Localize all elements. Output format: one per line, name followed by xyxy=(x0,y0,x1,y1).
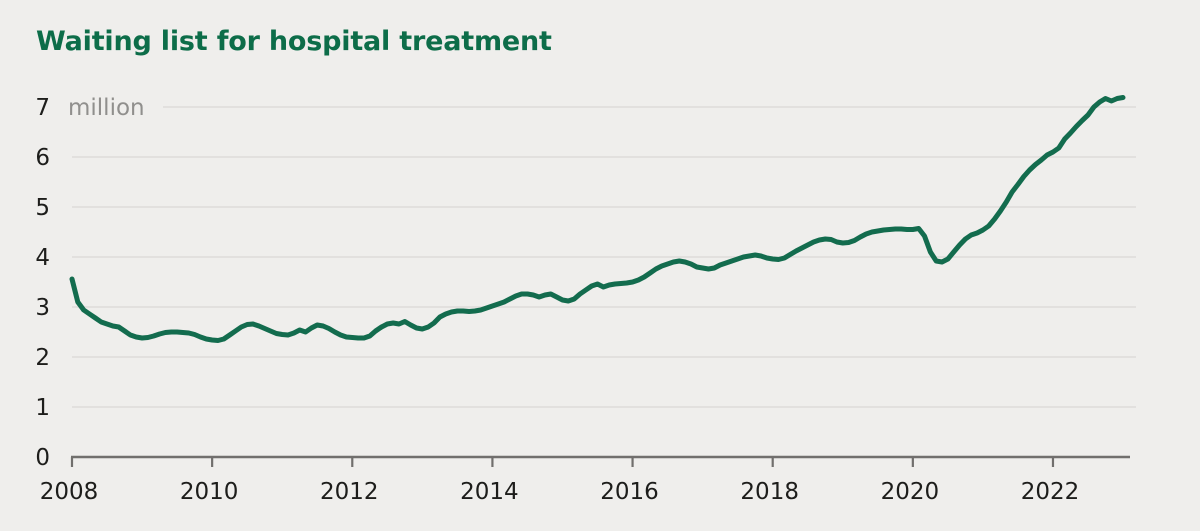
x-tick-label-2014: 2014 xyxy=(460,479,519,505)
x-tick-label-2008: 2008 xyxy=(40,479,99,505)
x-tick-label-2012: 2012 xyxy=(320,479,379,505)
x-tick-label-2018: 2018 xyxy=(740,479,799,505)
y-tick-label-5: 5 xyxy=(35,195,50,221)
x-tick-label-2020: 2020 xyxy=(881,479,940,505)
y-tick-label-7: 7 xyxy=(35,95,50,121)
x-tick-label-2022: 2022 xyxy=(1021,479,1080,505)
x-tick-label-2016: 2016 xyxy=(600,479,659,505)
y-tick-label-1: 1 xyxy=(35,395,50,421)
chart-title: Waiting list for hospital treatment xyxy=(36,26,552,57)
x-axis-labels: 2008 2010 2012 2014 2016 2018 2020 2022 xyxy=(40,479,1080,505)
y-tick-label-6: 6 xyxy=(35,145,50,171)
unit-label: million xyxy=(68,95,145,121)
waiting-list-series-line xyxy=(69,95,1126,343)
gridlines xyxy=(72,106,1136,408)
y-tick-label-3: 3 xyxy=(35,295,50,321)
x-tick-label-2010: 2010 xyxy=(180,479,239,505)
y-tick-label-4: 4 xyxy=(35,245,50,271)
x-axis xyxy=(70,455,1130,467)
y-axis-labels: 0 1 2 3 4 5 6 7 million xyxy=(35,95,144,471)
y-tick-label-0: 0 xyxy=(35,445,50,471)
y-tick-label-2: 2 xyxy=(35,345,50,371)
